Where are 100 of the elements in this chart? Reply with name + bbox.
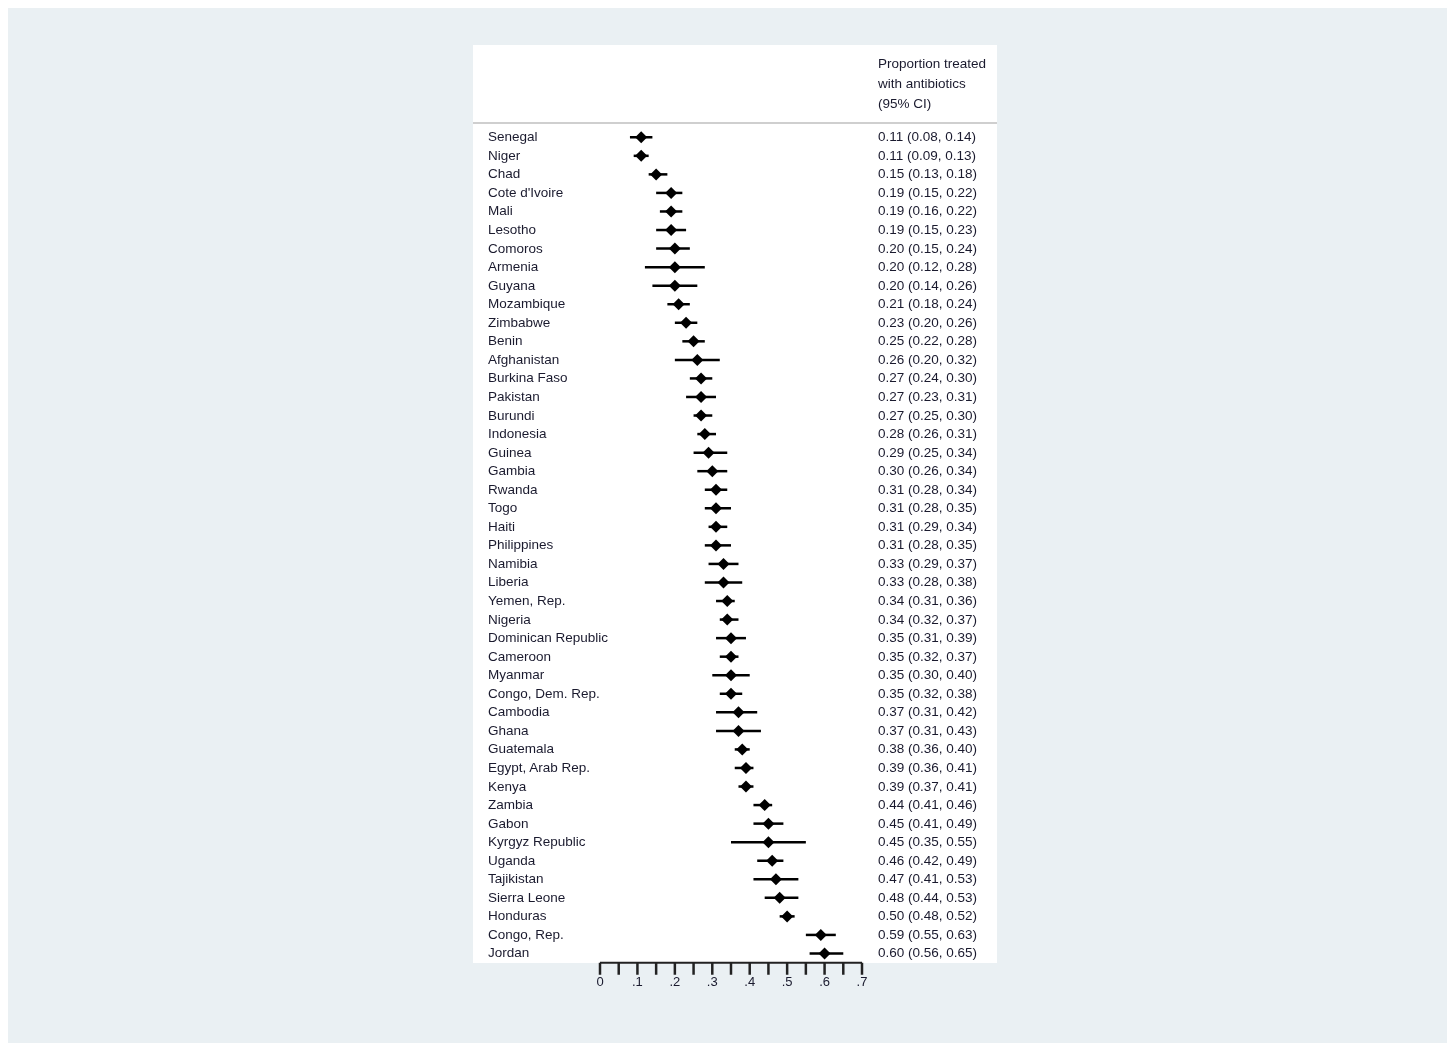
y-tick-label: Togo — [488, 500, 518, 516]
x-tick-label: .3 — [706, 973, 718, 989]
data-label: 0.47 (0.41, 0.53) — [878, 870, 978, 889]
y-tick-label: Sierra Leone — [488, 889, 566, 905]
y-tick-label: Mali — [488, 203, 513, 219]
point — [739, 780, 752, 793]
y-tick-label: Indonesia — [488, 426, 548, 442]
point — [818, 947, 831, 960]
point — [721, 613, 734, 626]
point — [691, 353, 704, 366]
x-tick-label: .7 — [856, 973, 868, 989]
y-tick-label: Pakistan — [488, 388, 540, 404]
y-tick-label: Egypt, Arab Rep. — [488, 759, 591, 775]
point — [773, 891, 786, 904]
data-label: 0.35 (0.30, 0.40) — [878, 666, 978, 685]
data-label: 0.35 (0.32, 0.37) — [878, 647, 978, 666]
y-tick-label: Niger — [488, 147, 521, 163]
data-label: 0.15 (0.13, 0.18) — [878, 165, 978, 184]
y-tick-label: Namibia — [488, 555, 539, 571]
y-tick-label: Kenya — [488, 778, 527, 794]
data-label: 0.25 (0.22, 0.28) — [878, 332, 978, 351]
y-tick-label: Haiti — [488, 518, 516, 534]
point — [668, 261, 681, 274]
point — [725, 650, 737, 663]
point — [736, 743, 749, 756]
y-tick-label: Zimbabwe — [488, 314, 551, 330]
y-tick-label: Myanmar — [488, 667, 545, 683]
data-label: 0.27 (0.24, 0.30) — [878, 369, 978, 388]
y-tick-label: Dominican Republic — [488, 630, 609, 646]
y-tick-label: Nigeria — [488, 611, 532, 627]
y-tick-label: Rwanda — [488, 481, 539, 497]
y-tick-label: Congo, Dem. Rep. — [488, 685, 600, 701]
data-label: 0.11 (0.09, 0.13) — [878, 146, 977, 165]
data-label: 0.38 (0.36, 0.40) — [878, 740, 978, 759]
data-label: 0.19 (0.15, 0.22) — [878, 183, 978, 202]
data-label: 0.45 (0.35, 0.55) — [878, 833, 978, 852]
data-label: 0.31 (0.28, 0.35) — [878, 536, 978, 555]
data-label: 0.27 (0.23, 0.31) — [878, 387, 978, 406]
data-label: 0.45 (0.41, 0.49) — [878, 814, 978, 833]
data-label: 0.35 (0.31, 0.39) — [878, 629, 978, 648]
data-label: 0.20 (0.14, 0.26) — [878, 276, 978, 295]
point — [635, 149, 648, 162]
point — [732, 706, 745, 719]
data-label: 0.20 (0.12, 0.28) — [878, 258, 978, 277]
data-label: 0.50 (0.48, 0.52) — [878, 907, 978, 926]
data-label: 0.19 (0.16, 0.22) — [878, 202, 978, 221]
point — [725, 669, 737, 682]
point — [702, 446, 715, 459]
y-tick-label: Senegal — [488, 129, 538, 145]
data-label: 0.33 (0.28, 0.38) — [878, 573, 978, 592]
data-label: 0.34 (0.31, 0.36) — [878, 592, 978, 610]
point — [717, 576, 730, 589]
x-tick-label: .5 — [781, 973, 793, 989]
data-label: 0.28 (0.26, 0.31) — [878, 425, 978, 444]
point — [766, 854, 779, 867]
y-tick-label: Congo, Rep. — [488, 926, 564, 942]
y-tick-label: Kyrgyz Republic — [488, 834, 586, 850]
y-tick-label: Honduras — [488, 908, 547, 924]
y-tick-label: Liberia — [488, 574, 530, 590]
point — [668, 279, 681, 292]
data-label: 0.46 (0.42, 0.49) — [878, 851, 978, 870]
point — [672, 298, 685, 311]
point — [721, 595, 734, 608]
point — [710, 539, 723, 552]
y-tick-label: Guyana — [488, 277, 536, 293]
data-label: 0.11 (0.08, 0.14) — [878, 128, 977, 147]
point — [665, 205, 678, 218]
y-tick-label: Guinea — [488, 444, 533, 460]
data-label: 0.26 (0.20, 0.32) — [878, 350, 978, 369]
y-tick-label: Uganda — [488, 852, 536, 868]
data-label: 0.31 (0.29, 0.34) — [878, 517, 978, 536]
y-tick-label: Afghanistan — [488, 351, 560, 367]
y-tick-label: Ghana — [488, 722, 530, 738]
y-tick-label: Yemen, Rep. — [488, 593, 566, 609]
y-tick-label: Burkina Faso — [488, 370, 568, 386]
data-label: 0.48 (0.44, 0.53) — [878, 888, 978, 907]
y-tick-label: Mozambique — [488, 296, 566, 312]
x-tick-label: .6 — [819, 973, 830, 989]
y-tick-label: Gambia — [488, 463, 536, 479]
point — [680, 316, 693, 329]
point — [725, 632, 737, 645]
data-label: 0.34 (0.32, 0.37) — [878, 610, 978, 629]
y-tick-label: Tajikistan — [488, 871, 544, 887]
y-tick-label: Burundi — [488, 407, 535, 423]
data-label: 0.30 (0.26, 0.34) — [878, 462, 978, 481]
y-tick-label: Benin — [488, 333, 523, 349]
point — [732, 724, 745, 737]
y-tick-label: Cote d'Ivoire — [488, 184, 564, 200]
y-tick-label: Cameroon — [488, 648, 552, 664]
x-tick-label: .4 — [744, 973, 756, 989]
data-label: 0.39 (0.37, 0.41) — [878, 777, 978, 796]
y-tick-label: Philippines — [488, 537, 554, 553]
data-label: 0.19 (0.15, 0.23) — [878, 221, 978, 239]
data-label: 0.37 (0.31, 0.43) — [878, 721, 978, 740]
text: Proportion treated with antibiotics (95% CI) — [878, 55, 988, 113]
data-label: 0.35 (0.32, 0.38) — [878, 684, 978, 703]
data-label: 0.27 (0.25, 0.30) — [878, 406, 978, 425]
y-tick-label: Guatemala — [488, 741, 555, 757]
data-label: 0.29 (0.25, 0.34) — [878, 443, 978, 462]
data-label: 0.23 (0.20, 0.26) — [878, 313, 978, 332]
